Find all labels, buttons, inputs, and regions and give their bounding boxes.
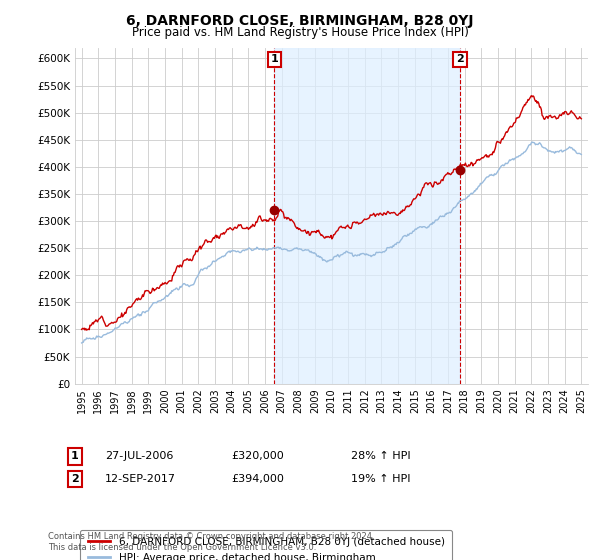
Text: 27-JUL-2006: 27-JUL-2006 [105,451,173,461]
Text: 19% ↑ HPI: 19% ↑ HPI [351,474,410,484]
Text: Contains HM Land Registry data © Crown copyright and database right 2024.
This d: Contains HM Land Registry data © Crown c… [48,532,374,552]
Text: Price paid vs. HM Land Registry's House Price Index (HPI): Price paid vs. HM Land Registry's House … [131,26,469,39]
Text: 2: 2 [456,54,464,64]
Bar [274,48,460,384]
Text: 6, DARNFORD CLOSE, BIRMINGHAM, B28 0YJ: 6, DARNFORD CLOSE, BIRMINGHAM, B28 0YJ [126,14,474,28]
Legend: 6, DARNFORD CLOSE, BIRMINGHAM, B28 0YJ (detached house), HPI: Average price, det: 6, DARNFORD CLOSE, BIRMINGHAM, B28 0YJ (… [80,530,452,560]
Text: £394,000: £394,000 [231,474,284,484]
Text: £320,000: £320,000 [231,451,284,461]
Text: 1: 1 [71,451,79,461]
Text: 28% ↑ HPI: 28% ↑ HPI [351,451,410,461]
Text: 1: 1 [271,54,278,64]
Text: 2: 2 [71,474,79,484]
Text: 12-SEP-2017: 12-SEP-2017 [105,474,176,484]
